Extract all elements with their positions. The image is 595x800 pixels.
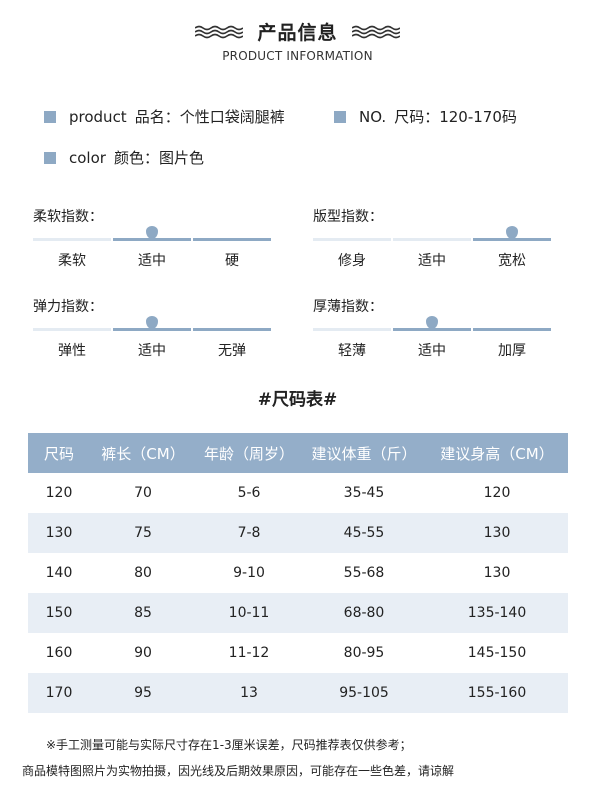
bullet-square-icon [334, 110, 346, 123]
table-row: 130 75 7-8 45-55 130 [28, 513, 568, 553]
table-cell: 35-45 [343, 485, 385, 501]
table-cell: 90 [134, 645, 152, 661]
note-measurement: ※手工测量可能与实际尺寸存在1-3厘米误差，尺码推荐表仅供参考； [46, 738, 412, 752]
scale-label: 加厚 [498, 343, 526, 359]
wave-decoration-icon [351, 25, 400, 38]
index-title-softness: 柔软指数： [33, 209, 103, 225]
scale-label: 修身 [338, 253, 366, 269]
header-cell-height: 建议身高（CM） [426, 433, 568, 473]
table-cell: 170 [28, 673, 90, 713]
table-cell: 11-12 [228, 645, 270, 661]
table-cell: 7-8 [196, 513, 302, 553]
info-color-value: 颜色：图片色 [113, 149, 204, 167]
table-cell: 70 [134, 485, 152, 501]
scale-segment [313, 328, 391, 331]
index-scale-elasticity: 弹性 适中 无弹 [33, 316, 271, 370]
scale-segment [193, 328, 271, 331]
scale-label: 适中 [418, 343, 446, 359]
table-row: 120 70 5-6 35-45 120 [28, 473, 568, 513]
index-title-fit: 版型指数： [313, 209, 383, 225]
table-row: 160 90 11-12 80-95 145-150 [28, 633, 568, 673]
page-subtitle: PRODUCT INFORMATION [222, 49, 373, 63]
header: 产品信息 PRODUCT INFORMATION [0, 18, 595, 63]
info-product-en: product [69, 107, 127, 126]
table-cell: 120 [45, 485, 73, 501]
header-cell-age: 年龄（周岁） [196, 433, 302, 473]
scale-label: 宽松 [498, 253, 526, 269]
scale-segment [113, 238, 191, 241]
info-color: color 颜色：图片色 [44, 147, 204, 168]
table-cell: 135-140 [426, 593, 568, 633]
index-scale-softness: 柔软 适中 硬 [33, 226, 271, 280]
scale-label: 弹性 [58, 343, 86, 359]
table-row: 170 95 13 95-105 155-160 [28, 673, 568, 713]
table-cell: 68-80 [302, 593, 426, 633]
bullet-square-icon [44, 110, 56, 123]
scale-segment [113, 328, 191, 331]
table-cell: 120 [483, 485, 511, 501]
table-row: 150 85 10-11 68-80 135-140 [28, 593, 568, 633]
scale-segment [393, 238, 471, 241]
page-title: 产品信息 [257, 22, 338, 44]
scale-marker-icon [506, 226, 518, 239]
wave-decoration-icon [195, 25, 244, 38]
table-cell: 130 [426, 513, 568, 553]
note-color-difference: 商品模特图照片为实物拍摄，因光线及后期效果原因，可能存在一些色差，请谅解 [22, 764, 455, 778]
info-product: product 品名：个性口袋阔腿裤 [44, 106, 285, 127]
scale-marker-icon [146, 316, 158, 329]
table-cell: 95-105 [302, 673, 426, 713]
scale-label: 适中 [138, 343, 166, 359]
table-cell: 85 [90, 593, 196, 633]
size-table: 尺码 裤长（CM） 年龄（周岁） 建议体重（斤） 建议身高（CM） 120 70… [28, 433, 568, 713]
index-scale-fit: 修身 适中 宽松 [313, 226, 551, 280]
scale-label: 无弹 [218, 343, 246, 359]
table-cell: 80 [134, 565, 152, 581]
scale-label: 适中 [418, 253, 446, 269]
bullet-square-icon [44, 151, 56, 164]
scale-segment [313, 238, 391, 241]
table-cell: 155-160 [426, 673, 568, 713]
table-cell: 5-6 [237, 485, 261, 501]
header-cell-length: 裤长（CM） [90, 433, 196, 473]
size-table-header-row: 尺码 裤长（CM） 年龄（周岁） 建议体重（斤） 建议身高（CM） [28, 433, 568, 473]
scale-label: 柔软 [58, 253, 86, 269]
scale-segment [473, 238, 551, 241]
scale-label: 硬 [225, 253, 239, 269]
table-cell: 80-95 [343, 645, 385, 661]
header-cell-size: 尺码 [28, 433, 90, 473]
index-scale-thickness: 轻薄 适中 加厚 [313, 316, 551, 370]
table-cell: 9-10 [233, 565, 265, 581]
table-cell: 150 [28, 593, 90, 633]
table-cell: 140 [45, 565, 73, 581]
scale-segment [473, 328, 551, 331]
scale-segment [393, 328, 471, 331]
scale-segment [193, 238, 271, 241]
table-cell: 160 [45, 645, 73, 661]
scale-label: 轻薄 [338, 343, 366, 359]
info-color-en: color [69, 148, 106, 167]
scale-segment [33, 238, 111, 241]
info-size-en: NO. [359, 107, 387, 126]
scale-marker-icon [426, 316, 438, 329]
index-title-thickness: 厚薄指数： [313, 299, 383, 315]
table-cell: 45-55 [302, 513, 426, 553]
table-cell: 130 [28, 513, 90, 553]
table-cell: 130 [483, 565, 511, 581]
info-size-value: 尺码：120-170码 [394, 108, 517, 126]
table-row: 140 80 9-10 55-68 130 [28, 553, 568, 593]
table-cell: 10-11 [196, 593, 302, 633]
table-cell: 55-68 [343, 565, 385, 581]
scale-label: 适中 [138, 253, 166, 269]
table-cell: 13 [196, 673, 302, 713]
scale-marker-icon [146, 226, 158, 239]
info-size: NO. 尺码：120-170码 [334, 106, 517, 127]
scale-segment [33, 328, 111, 331]
table-cell: 75 [90, 513, 196, 553]
table-cell: 145-150 [467, 645, 527, 661]
table-cell: 95 [90, 673, 196, 713]
size-table-title: #尺码表# [257, 390, 338, 410]
index-title-elasticity: 弹力指数： [33, 299, 103, 315]
info-product-value: 品名：个性口袋阔腿裤 [134, 108, 285, 126]
header-cell-weight: 建议体重（斤） [302, 433, 426, 473]
